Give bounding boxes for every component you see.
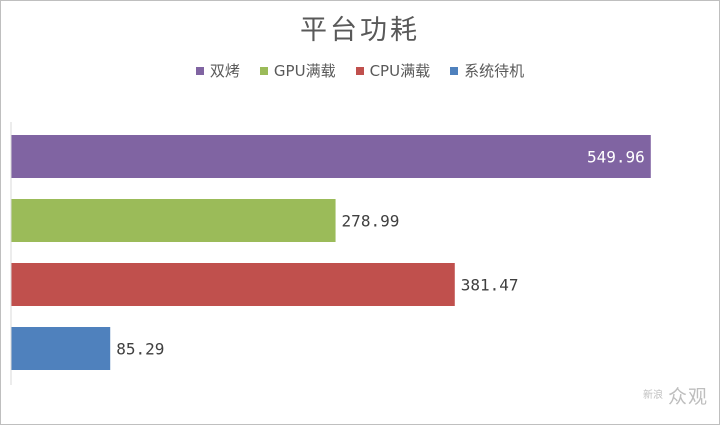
watermark-text: 众观	[667, 386, 708, 408]
legend-item-1: GPU满载	[259, 60, 336, 81]
bar-0	[11, 135, 651, 178]
legend-swatch-2	[355, 66, 364, 75]
legend-item-0: 双烤	[195, 60, 240, 81]
chart-legend: 双烤 GPU满载 CPU满载 系统待机	[0, 60, 720, 81]
legend-swatch-0	[195, 66, 204, 75]
bar-label-3: 85.29	[116, 340, 164, 359]
legend-label-0: 双烤	[209, 62, 240, 80]
watermark: 新浪 众观	[642, 382, 708, 409]
bar-1	[11, 199, 336, 242]
watermark-logo: 新浪	[642, 390, 663, 401]
legend-label-3: 系统待机	[464, 62, 525, 80]
legend-item-2: CPU满载	[355, 60, 431, 81]
legend-item-3: 系统待机	[450, 60, 524, 81]
bar-2	[11, 263, 455, 306]
chart-title: 平台功耗	[300, 15, 420, 46]
legend-swatch-1	[259, 66, 268, 75]
bar-label-0: 549.96	[587, 148, 645, 167]
legend-swatch-3	[450, 66, 459, 75]
bar-3	[11, 327, 111, 370]
legend-label-2: CPU满载	[369, 62, 431, 80]
bar-label-1: 278.99	[342, 212, 400, 231]
legend-label-1: GPU满载	[273, 62, 336, 80]
bar-label-2: 381.47	[461, 276, 519, 295]
